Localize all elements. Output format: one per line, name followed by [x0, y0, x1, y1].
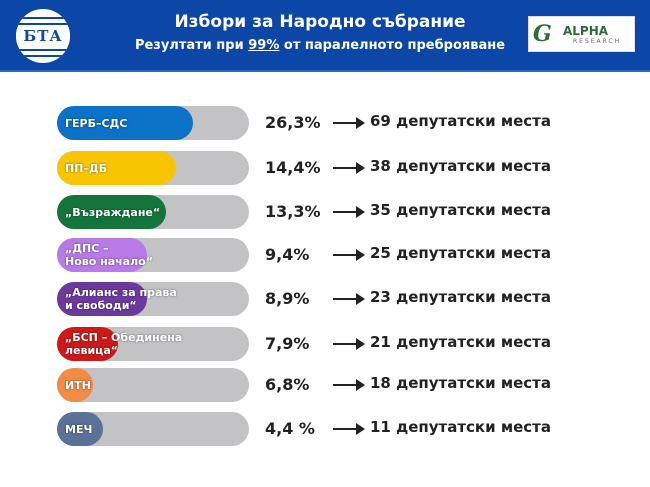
party-seats: 11 депутатски места	[370, 418, 551, 436]
bar-fill	[57, 412, 104, 446]
bar-fill	[57, 238, 148, 272]
arrow-right-icon	[333, 293, 365, 305]
party-seats: 21 депутатски места	[370, 333, 551, 351]
bar-fill	[57, 106, 194, 140]
party-bar: ПП–ДБ	[57, 151, 249, 185]
party-percent: 13,3%	[265, 202, 321, 221]
party-name: „БСП – Обединена левица“	[65, 331, 183, 357]
header: БТА Избори за Народно събрание Резултати…	[0, 0, 650, 72]
party-percent: 7,9%	[265, 334, 310, 353]
party-seats: 38 депутатски места	[370, 157, 551, 175]
party-name: ГЕРБ–СДС	[65, 116, 128, 130]
party-percent: 14,4%	[265, 158, 321, 177]
bar-fill	[57, 151, 177, 185]
party-percent: 4,4 %	[265, 419, 315, 438]
party-bar: „Възраждане“	[57, 195, 249, 229]
arrow-right-icon	[333, 423, 365, 435]
arrow-right-icon	[333, 206, 365, 218]
alpha-research-logo: G ALPHA RESEARCH	[528, 16, 635, 52]
party-name: ПП–ДБ	[65, 161, 108, 175]
party-bar: „Алианс за права и свободи“	[57, 282, 249, 316]
party-percent: 26,3%	[265, 113, 321, 132]
party-name: „Алианс за права и свободи“	[65, 286, 177, 312]
party-seats: 35 депутатски места	[370, 201, 551, 219]
page-subtitle: Резултати при 99% от паралелното преброя…	[134, 38, 506, 53]
bar-fill	[57, 327, 119, 361]
bar-fill	[57, 195, 167, 229]
page-title: Избори за Народно събрание	[174, 12, 466, 32]
bta-logo: БТА	[16, 9, 70, 63]
party-name: ИТН	[65, 378, 91, 392]
arrow-right-icon	[333, 117, 365, 129]
party-name: „Възраждане“	[65, 205, 161, 219]
party-seats: 69 депутатски места	[370, 112, 551, 130]
party-bar: „ДПС – Ново начало“	[57, 238, 249, 272]
party-percent: 9,4%	[265, 245, 310, 264]
party-name: „ДПС – Ново начало“	[65, 242, 153, 268]
party-name: МЕЧ	[65, 422, 93, 436]
party-percent: 6,8%	[265, 375, 310, 394]
party-seats: 25 депутатски места	[370, 244, 551, 262]
party-seats: 18 депутатски места	[370, 374, 551, 392]
party-bar: ИТН	[57, 368, 249, 402]
arrow-right-icon	[333, 249, 365, 261]
arrow-right-icon	[333, 338, 365, 350]
bar-fill	[57, 368, 94, 402]
arrow-right-icon	[333, 379, 365, 391]
bar-fill	[57, 282, 148, 316]
party-seats: 23 депутатски места	[370, 288, 551, 306]
party-bar: МЕЧ	[57, 412, 249, 446]
party-bar: ГЕРБ–СДС	[57, 106, 249, 140]
arrow-right-icon	[333, 162, 365, 174]
party-percent: 8,9%	[265, 289, 310, 308]
party-bar: „БСП – Обединена левица“	[57, 327, 249, 361]
